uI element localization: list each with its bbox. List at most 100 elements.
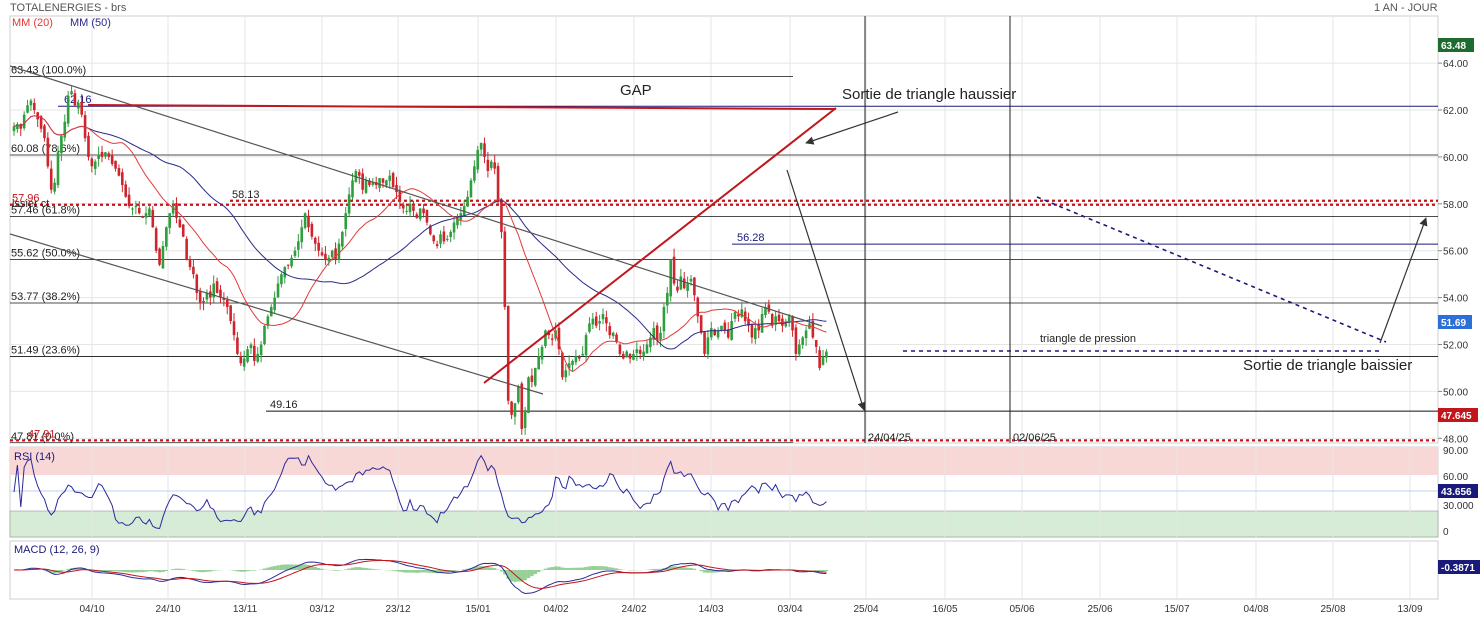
candle-body: [686, 283, 689, 291]
candle-body: [330, 250, 334, 258]
candle-body: [70, 91, 73, 95]
macd-bar: [564, 567, 568, 570]
breakdown-arrow: [786, 169, 866, 411]
candle-body: [232, 321, 236, 336]
y-tick-label: 62.00: [1443, 106, 1468, 117]
candle-body: [527, 377, 530, 414]
candle-body: [798, 344, 801, 355]
side-text: issier ct: [12, 198, 49, 210]
candle-body: [544, 330, 547, 347]
macd-bar: [134, 570, 138, 573]
candle-body: [791, 316, 794, 331]
macd-bar: [597, 566, 602, 570]
candle-body: [144, 213, 148, 218]
candle-body: [655, 325, 659, 340]
candle-body: [493, 162, 496, 169]
macd-bar: [435, 570, 439, 574]
ma20-line: [13, 115, 827, 373]
candle-body: [733, 311, 737, 319]
candle-body: [794, 327, 798, 354]
candle-body: [385, 180, 388, 186]
candle-body: [750, 324, 754, 338]
candle-body: [533, 367, 537, 386]
macd-bar: [283, 564, 287, 570]
candle-body: [462, 206, 466, 216]
candle-body: [29, 100, 33, 106]
macd-bar: [523, 570, 527, 581]
fib-label: 51.49 (23.6%): [11, 344, 80, 356]
macd-bar: [313, 566, 317, 570]
rsi-line: [13, 454, 827, 530]
macd-bar: [817, 570, 822, 572]
x-tick-label: 05/06: [1009, 604, 1034, 615]
candle-body: [652, 328, 656, 340]
x-tick-label: 14/03: [698, 604, 723, 615]
macd-bar: [465, 568, 470, 570]
candlesticks: [12, 85, 828, 435]
candle-body: [442, 231, 446, 242]
triangle-top-line: [1036, 196, 1387, 343]
candle-body: [202, 301, 205, 303]
candle-body: [503, 231, 507, 307]
candle-body: [489, 161, 493, 168]
candle-body: [730, 321, 733, 340]
macd-bar: [668, 566, 673, 570]
x-tick-label: 13/11: [233, 604, 258, 615]
macd-bar: [212, 570, 216, 571]
candle-body: [212, 283, 216, 298]
candle-body: [439, 234, 442, 244]
macd-bar: [462, 569, 466, 570]
macd-bar: [415, 570, 419, 573]
macd-bar: [232, 570, 236, 571]
macd-bar: [354, 567, 358, 570]
candle-body: [266, 316, 270, 326]
candle-body: [56, 152, 60, 186]
x-tick-label: 03/12: [309, 604, 334, 615]
macd-bar: [601, 566, 605, 570]
candle-body: [432, 235, 436, 242]
macd-bar: [652, 568, 656, 570]
macd-bar: [161, 570, 165, 572]
macd-bar: [316, 567, 321, 570]
x-tick-label: 03/04: [777, 604, 802, 615]
candle-body: [127, 194, 131, 207]
candle-body: [601, 314, 605, 320]
candle-body: [445, 238, 449, 240]
candle-body: [395, 184, 398, 193]
candle-body: [500, 199, 503, 232]
candle-body: [635, 349, 639, 354]
candle-body: [537, 356, 540, 370]
macd-bar: [692, 568, 697, 570]
macd-bar: [35, 569, 40, 570]
macd-bar: [618, 569, 622, 570]
candle-body: [185, 238, 188, 261]
candle-body: [398, 190, 402, 202]
macd-bar: [530, 570, 534, 577]
candle-body: [405, 210, 408, 212]
macd-bar: [113, 570, 118, 572]
macd-bar: [438, 570, 443, 573]
downtrend-line-2: [10, 233, 544, 395]
macd-bar: [611, 567, 615, 570]
candle-body: [90, 158, 94, 167]
macd-bar: [401, 570, 405, 573]
candle-body: [161, 246, 165, 269]
candle-body: [16, 124, 19, 130]
svg-text:47.645: 47.645: [1441, 411, 1472, 422]
candle-body: [357, 172, 361, 176]
macd-bar: [103, 570, 108, 572]
candle-body: [107, 153, 111, 157]
candle-body: [53, 182, 56, 192]
macd-bar: [360, 567, 365, 570]
macd-bar: [492, 568, 497, 570]
macd-bar: [404, 570, 409, 573]
candle-body: [87, 135, 90, 157]
macd-bar: [181, 568, 185, 570]
macd-bar: [418, 570, 422, 573]
candle-body: [401, 204, 405, 209]
macd-bar: [709, 570, 714, 573]
y-tick-label: 54.00: [1443, 294, 1468, 305]
rsi-overbought-zone: [10, 447, 1438, 475]
macd-bar: [574, 567, 578, 570]
